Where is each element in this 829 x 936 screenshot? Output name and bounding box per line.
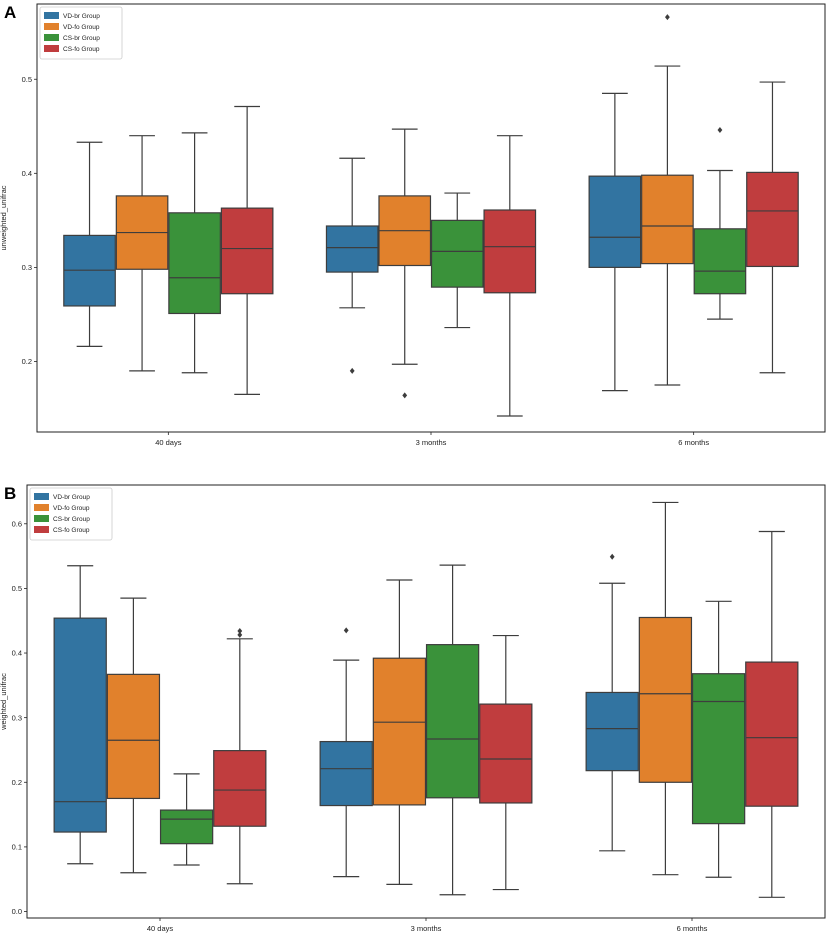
legend-frame xyxy=(29,487,113,541)
box-iqr xyxy=(638,616,693,783)
legend-entry: CS-fo Group xyxy=(53,527,90,534)
legend-swatch xyxy=(44,12,59,19)
box-iqr xyxy=(641,174,694,265)
box-iqr xyxy=(483,209,537,294)
legend-entry: VD-br Group xyxy=(63,13,100,20)
y-tick-label: 0.4 xyxy=(22,169,32,178)
box-vd-fo-group-3-months xyxy=(372,579,427,885)
box-iqr xyxy=(319,740,373,807)
box-vd-fo-group-40-days xyxy=(115,135,169,372)
x-tick-label: 40 days xyxy=(147,924,174,933)
y-tick-label: 0.3 xyxy=(22,263,32,272)
box-iqr xyxy=(220,207,274,295)
outlier-marker xyxy=(237,628,243,635)
box-iqr xyxy=(53,617,107,833)
legend-swatch xyxy=(44,45,59,52)
legend-swatch xyxy=(44,34,59,41)
box-vd-br-group-3-months xyxy=(319,627,373,878)
box-vd-br-group-40-days xyxy=(63,141,116,347)
box-iqr xyxy=(106,673,161,800)
y-tick-label: 0.4 xyxy=(12,649,22,658)
y-tick-label: 0.3 xyxy=(12,713,22,722)
legend: VD-br Group VD-fo Group CS-br Group CS-fo G… xyxy=(29,487,113,541)
box-vd-fo-group-40-days xyxy=(106,597,161,874)
panel-label-a: A xyxy=(4,3,16,22)
box-cs-br-group-40-days xyxy=(168,132,221,374)
panel-label-b: B xyxy=(4,484,16,503)
box-iqr xyxy=(745,661,799,807)
outlier-marker xyxy=(343,627,349,634)
box-iqr xyxy=(325,225,379,273)
x-tick-label: 6 months xyxy=(678,438,709,447)
box-cs-br-group-6-months xyxy=(693,127,747,320)
box-iqr xyxy=(585,691,639,772)
legend-swatch xyxy=(34,526,49,533)
outlier-marker xyxy=(402,392,408,399)
box-iqr xyxy=(746,171,799,268)
y-tick-label: 0.2 xyxy=(12,778,22,787)
outlier-marker xyxy=(665,14,670,21)
panel-b: B 0.0 0.1 0.2 0.3 0.4 0.5 0.6 weighted_unifrac 40… xyxy=(0,484,826,933)
box-cs-fo-group-3-months xyxy=(483,135,537,417)
box-vd-fo-group-3-months xyxy=(378,128,432,399)
plot-frame xyxy=(26,484,826,919)
legend-entry: CS-br Group xyxy=(53,516,90,523)
plot-frame xyxy=(36,3,826,433)
y-tick-label: 0.6 xyxy=(12,519,22,528)
y-axis-label: weighted_unifrac xyxy=(0,673,8,731)
legend-frame xyxy=(39,6,123,60)
box-vd-br-group-3-months xyxy=(325,157,379,374)
y-axis-label: unweighted_unifrac xyxy=(0,185,8,250)
box-cs-br-group-40-days xyxy=(159,773,214,866)
legend-entry: CS-fo Group xyxy=(63,46,100,53)
box-cs-br-group-3-months xyxy=(430,192,484,329)
box-cs-fo-group-6-months xyxy=(746,81,799,374)
legend-swatch xyxy=(44,23,59,30)
outlier-marker xyxy=(237,631,243,638)
y-tick-label: 0.1 xyxy=(12,843,22,852)
box-vd-br-group-40-days xyxy=(53,565,107,865)
y-tick-label: 0.0 xyxy=(12,907,22,916)
x-tick-label: 40 days xyxy=(155,438,182,447)
box-iqr xyxy=(691,673,746,825)
box-iqr xyxy=(588,175,642,268)
box-iqr xyxy=(159,809,214,845)
legend-entry: VD-fo Group xyxy=(53,505,90,512)
box-vd-br-group-6-months xyxy=(588,92,642,392)
legend-swatch xyxy=(34,504,49,511)
box-iqr xyxy=(479,703,533,804)
box-iqr xyxy=(213,750,267,827)
box-iqr xyxy=(430,219,484,288)
box-cs-fo-group-3-months xyxy=(479,634,533,891)
box-cs-fo-group-40-days xyxy=(220,105,274,395)
panel-a: A 0.2 0.3 0.4 0.5 unweighted_unifrac 40 days 3 … xyxy=(0,3,826,447)
box-iqr xyxy=(425,644,480,799)
box-iqr xyxy=(693,228,747,295)
box-cs-fo-group-6-months xyxy=(745,530,799,898)
x-tick-label: 3 months xyxy=(416,438,447,447)
outlier-marker xyxy=(349,367,355,374)
box-vd-fo-group-6-months xyxy=(641,14,694,386)
x-tick-label: 3 months xyxy=(411,924,442,933)
box-cs-br-group-6-months xyxy=(691,600,746,878)
box-vd-br-group-6-months xyxy=(585,553,639,852)
legend-entry: CS-br Group xyxy=(63,35,100,42)
y-tick-label: 0.5 xyxy=(22,75,32,84)
legend-swatch xyxy=(34,515,49,522)
outlier-marker xyxy=(717,127,723,134)
legend: VD-br Group VD-fo Group CS-br Group CS-fo G… xyxy=(39,6,123,60)
legend-swatch xyxy=(34,493,49,500)
y-tick-label: 0.5 xyxy=(12,584,22,593)
y-tick-label: 0.2 xyxy=(22,357,32,366)
outlier-marker xyxy=(609,553,615,560)
box-vd-fo-group-6-months xyxy=(638,501,693,876)
legend-entry: VD-fo Group xyxy=(63,24,100,31)
box-cs-br-group-3-months xyxy=(425,564,480,896)
legend-entry: VD-br Group xyxy=(53,494,90,501)
box-iqr xyxy=(168,212,221,315)
x-tick-label: 6 months xyxy=(677,924,708,933)
box-iqr xyxy=(372,657,427,806)
box-cs-fo-group-40-days xyxy=(213,628,267,885)
